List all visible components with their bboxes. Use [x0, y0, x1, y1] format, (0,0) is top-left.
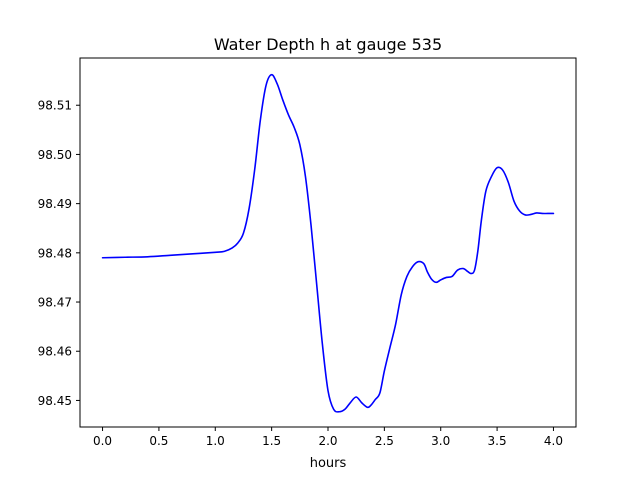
x-tick-label: 4.0 [544, 434, 563, 448]
x-tick-label: 0.5 [149, 434, 168, 448]
y-axis: 98.45 98.46 98.47 98.48 98.49 98.50 98.51 [38, 99, 80, 408]
series-line [101, 73, 555, 413]
y-tick-label: 98.46 [38, 345, 72, 359]
x-tick-label: 3.0 [431, 434, 450, 448]
y-tick-label: 98.47 [38, 296, 72, 310]
y-tick-label: 98.50 [38, 148, 72, 162]
chart-title: Water Depth h at gauge 535 [214, 35, 442, 54]
y-tick-label: 98.48 [38, 246, 72, 260]
x-tick-label: 2.0 [318, 434, 337, 448]
x-axis: 0.0 0.5 1.0 1.5 2.0 2.5 3.0 3.5 4.0 [93, 427, 563, 448]
y-tick-label: 98.49 [38, 197, 72, 211]
plot-area [101, 73, 555, 413]
x-axis-label: hours [310, 456, 347, 471]
x-tick-label: 2.5 [375, 434, 394, 448]
y-tick-label: 98.51 [38, 99, 72, 113]
x-tick-label: 1.0 [206, 434, 225, 448]
x-tick-label: 3.5 [488, 434, 507, 448]
x-tick-label: 0.0 [93, 434, 112, 448]
y-tick-label: 98.45 [38, 394, 72, 408]
x-tick-label: 1.5 [262, 434, 281, 448]
